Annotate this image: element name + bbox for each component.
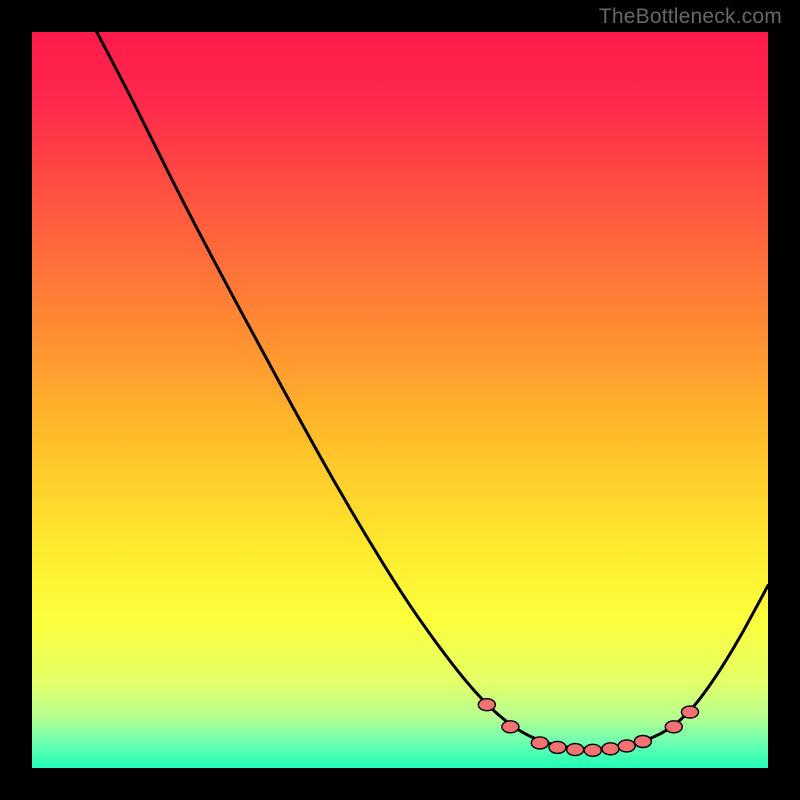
curve-marker bbox=[549, 741, 566, 753]
chart-frame: TheBottleneck.com bbox=[0, 0, 800, 800]
curve-marker bbox=[584, 744, 601, 756]
curve-marker bbox=[567, 744, 584, 756]
plot-area bbox=[32, 32, 768, 768]
curve-marker bbox=[618, 740, 635, 752]
curve-marker bbox=[478, 699, 495, 711]
curve-marker bbox=[502, 721, 519, 733]
curve-marker bbox=[634, 736, 651, 748]
curve-marker bbox=[665, 721, 682, 733]
curve-layer bbox=[32, 32, 768, 768]
curve-marker bbox=[602, 743, 619, 755]
curve-marker bbox=[531, 737, 548, 749]
curve-marker bbox=[681, 706, 698, 718]
marker-group bbox=[478, 699, 698, 757]
watermark-text: TheBottleneck.com bbox=[599, 5, 782, 29]
bottleneck-curve bbox=[97, 32, 768, 749]
